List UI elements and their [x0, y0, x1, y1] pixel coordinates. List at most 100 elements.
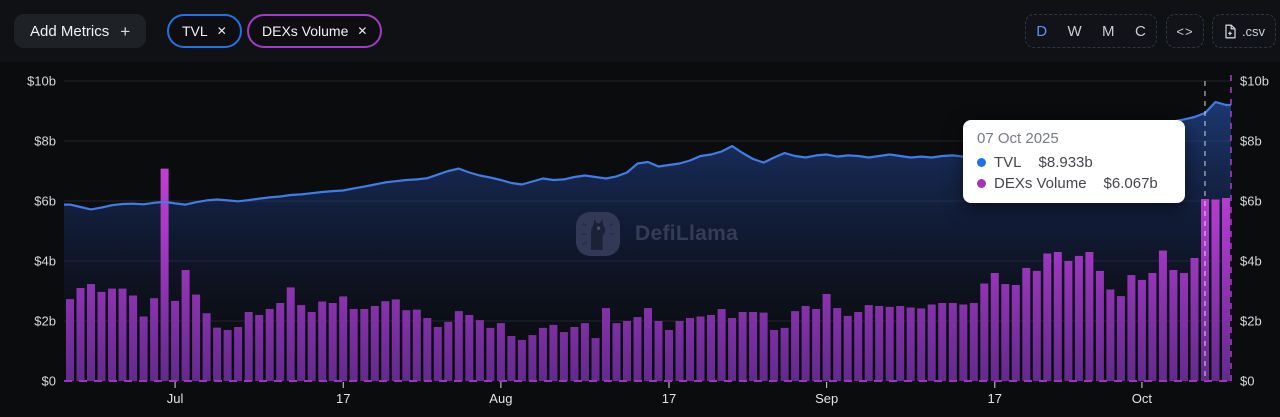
volume-bar[interactable] — [623, 321, 631, 381]
volume-bar[interactable] — [213, 327, 222, 381]
volume-bar[interactable] — [990, 273, 999, 381]
volume-bar[interactable] — [696, 316, 705, 382]
volume-bar[interactable] — [602, 308, 610, 381]
volume-bar[interactable] — [1032, 270, 1041, 381]
volume-bar[interactable] — [864, 305, 873, 381]
volume-bar[interactable] — [1022, 267, 1031, 381]
volume-bar[interactable] — [812, 309, 821, 381]
volume-bar[interactable] — [633, 317, 642, 381]
volume-bar[interactable] — [286, 287, 295, 381]
volume-bar[interactable] — [707, 315, 715, 381]
volume-bar[interactable] — [875, 306, 884, 381]
volume-bar[interactable] — [927, 304, 936, 382]
volume-bar[interactable] — [1106, 289, 1115, 382]
volume-bar[interactable] — [959, 304, 968, 382]
volume-bar[interactable] — [780, 327, 789, 381]
volume-bar[interactable] — [1095, 270, 1104, 381]
volume-bar[interactable] — [339, 296, 348, 381]
volume-bar[interactable] — [97, 291, 106, 381]
volume-bar[interactable] — [938, 303, 947, 381]
volume-bar[interactable] — [76, 288, 85, 381]
volume-bar[interactable] — [549, 324, 558, 381]
volume-bar[interactable] — [255, 315, 264, 381]
download-csv-button[interactable]: .csv — [1212, 14, 1276, 48]
volume-bar[interactable] — [171, 300, 180, 381]
volume-bar[interactable] — [1064, 261, 1073, 381]
volume-bar[interactable] — [1085, 252, 1094, 381]
volume-bar[interactable] — [349, 309, 358, 381]
volume-bar[interactable] — [66, 299, 74, 381]
volume-bar[interactable] — [738, 312, 747, 381]
volume-bar[interactable] — [412, 309, 421, 381]
volume-bar[interactable] — [160, 168, 169, 381]
volume-bar[interactable] — [402, 310, 411, 381]
volume-bar[interactable] — [1190, 258, 1199, 381]
volume-bar[interactable] — [360, 309, 369, 381]
volume-bar[interactable] — [244, 312, 253, 381]
volume-bar[interactable] — [717, 309, 726, 381]
volume-bar[interactable] — [1011, 285, 1020, 381]
volume-bar[interactable] — [917, 308, 926, 381]
volume-bar[interactable] — [381, 301, 390, 381]
volume-bar[interactable] — [234, 327, 243, 381]
volume-bar[interactable] — [538, 327, 547, 381]
volume-bar[interactable] — [770, 330, 779, 381]
volume-bar[interactable] — [517, 339, 526, 381]
metric-pill-tvl[interactable]: TVL ✕ — [167, 14, 242, 48]
volume-bar[interactable] — [759, 312, 768, 381]
dexs-volume-bars[interactable] — [66, 168, 1230, 382]
volume-bar[interactable] — [423, 318, 432, 381]
volume-bar[interactable] — [370, 306, 379, 381]
volume-bar[interactable] — [801, 306, 810, 381]
volume-bar[interactable] — [454, 311, 463, 381]
volume-bar[interactable] — [528, 335, 537, 381]
volume-bar[interactable] — [475, 320, 484, 381]
volume-bar[interactable] — [948, 303, 957, 381]
volume-bar[interactable] — [1127, 275, 1136, 381]
volume-bar[interactable] — [1053, 252, 1062, 381]
volume-bar[interactable] — [391, 299, 400, 381]
volume-bar[interactable] — [139, 316, 148, 382]
volume-bar[interactable] — [1001, 284, 1010, 381]
volume-bar[interactable] — [906, 307, 915, 382]
volume-bar[interactable] — [118, 288, 127, 381]
volume-bar[interactable] — [496, 323, 505, 381]
volume-bar[interactable] — [181, 270, 190, 381]
interval-weekly-button[interactable]: W — [1067, 22, 1082, 40]
volume-bar[interactable] — [728, 318, 737, 381]
volume-bar[interactable] — [108, 288, 116, 381]
volume-bar[interactable] — [1116, 296, 1125, 381]
volume-bar[interactable] — [644, 308, 652, 381]
volume-bar[interactable] — [1169, 270, 1178, 381]
volume-bar[interactable] — [202, 313, 211, 381]
volume-bar[interactable] — [822, 294, 831, 381]
volume-bar[interactable] — [444, 321, 453, 381]
volume-bar[interactable] — [276, 303, 285, 381]
volume-bar[interactable] — [1180, 273, 1188, 381]
volume-bar[interactable] — [654, 321, 663, 381]
interval-daily-button[interactable]: D — [1036, 22, 1048, 40]
volume-bar[interactable] — [318, 301, 327, 382]
volume-bar[interactable] — [87, 284, 95, 381]
volume-bar[interactable] — [665, 330, 673, 381]
volume-bar[interactable] — [896, 306, 905, 381]
volume-bar[interactable] — [1211, 199, 1220, 382]
volume-bar[interactable] — [749, 312, 758, 381]
close-icon[interactable]: ✕ — [216, 24, 227, 38]
volume-bar[interactable] — [307, 312, 316, 381]
volume-bar[interactable] — [854, 312, 863, 381]
volume-bar[interactable] — [791, 311, 800, 381]
volume-bar[interactable] — [265, 309, 274, 381]
volume-bar[interactable] — [192, 294, 201, 381]
interval-monthly-button[interactable]: M — [1102, 22, 1115, 40]
volume-bar[interactable] — [580, 323, 589, 381]
volume-bar[interactable] — [675, 321, 684, 381]
volume-bar[interactable] — [833, 308, 842, 381]
volume-bar[interactable] — [591, 338, 600, 381]
volume-bar[interactable] — [686, 318, 694, 381]
volume-bar[interactable] — [1137, 279, 1146, 381]
embed-code-button[interactable]: <> — [1166, 14, 1204, 48]
volume-bar[interactable] — [612, 323, 621, 381]
volume-bar[interactable] — [1043, 253, 1052, 382]
